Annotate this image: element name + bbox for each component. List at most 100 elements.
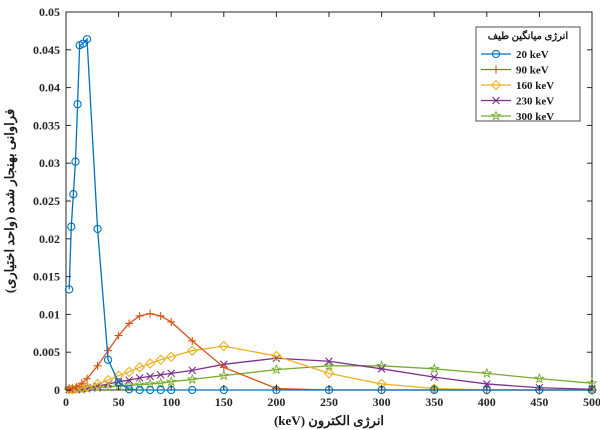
data-point [134, 362, 145, 373]
data-point [533, 372, 545, 384]
data-point [188, 366, 197, 375]
legend-box [475, 26, 581, 122]
data-point [125, 319, 134, 328]
y-tick-label: 0.04 [39, 81, 60, 95]
data-point [76, 382, 88, 394]
data-point [481, 367, 493, 379]
x-axis-title: انرژی الکترون (keV) [274, 413, 384, 429]
legend-item: 230 keV [481, 96, 554, 108]
legend-label: 160 keV [516, 80, 554, 92]
data-point [93, 382, 102, 391]
data-point [146, 309, 155, 318]
data-point [82, 35, 92, 44]
y-tick-label: 0.025 [33, 194, 60, 208]
legend-label: 90 keV [516, 65, 549, 77]
legend-items: 20 keV 90 keV 160 keV 230 keV 300 keV [481, 49, 554, 123]
data-point [376, 360, 388, 371]
x-axis: 0 50 100 150 200 250 300 350 400 450 500 [63, 12, 600, 409]
legend-label: 300 keV [516, 111, 554, 123]
data-point [186, 373, 198, 385]
legend: انرژی میانگین طیف 20 keV 90 keV 160 keV 230… [475, 26, 581, 123]
data-point [123, 366, 135, 378]
data-point [428, 363, 440, 374]
data-point [377, 364, 386, 373]
data-point [93, 361, 102, 370]
x-tick-label: 400 [478, 395, 496, 409]
data-point [102, 381, 114, 392]
y-tick-label: 0.005 [33, 345, 60, 359]
y-tick-label: 0.05 [39, 5, 60, 19]
data-point [125, 376, 134, 385]
data-point [218, 340, 230, 352]
data-point [67, 222, 76, 231]
data-point [92, 378, 103, 390]
legend-item: 90 keV [481, 65, 549, 77]
data-point [167, 369, 176, 378]
data-point [65, 285, 74, 294]
legend-marker [492, 96, 500, 105]
data-point [69, 190, 78, 199]
data-point [78, 39, 87, 48]
data-point [123, 379, 135, 391]
legend-marker [492, 65, 500, 74]
data-point [68, 384, 77, 393]
y-tick-label: 0.015 [33, 270, 60, 284]
data-point [103, 355, 113, 364]
y-axis: 0 0.005 0.01 0.015 0.02 0.025 0.03 0.035 0.04 0.0… [33, 5, 592, 397]
data-point [165, 375, 177, 387]
data-point [219, 363, 228, 372]
y-tick-label: 0.01 [39, 307, 60, 321]
y-tick-label: 0.03 [39, 156, 60, 170]
legend-title: انرژی میانگین طیف [488, 29, 569, 42]
x-tick-label: 100 [162, 395, 180, 409]
data-point [113, 370, 124, 381]
data-point [155, 377, 167, 388]
data-point [323, 368, 335, 379]
legend-marker [491, 49, 501, 59]
data-point [218, 369, 230, 381]
legend-label: 20 keV [516, 49, 549, 61]
data-point [156, 385, 165, 395]
data-point [135, 385, 144, 395]
data-point [93, 224, 102, 234]
data-point [482, 380, 491, 388]
data-point [155, 354, 166, 366]
data-point [83, 374, 92, 383]
legend-item: 300 keV [481, 110, 554, 123]
data-point [135, 374, 144, 382]
data-point [81, 381, 93, 393]
data-point [156, 311, 165, 320]
data-point [102, 374, 114, 386]
y-tick-label: 0.045 [33, 43, 60, 57]
x-tick-label: 300 [373, 395, 391, 409]
data-point [156, 370, 165, 379]
legend-marker [490, 110, 502, 121]
y-tick-label: 0.035 [33, 118, 60, 132]
data-point [167, 317, 176, 326]
data-point [271, 350, 282, 362]
data-point [72, 382, 81, 391]
y-axis-title: فراوانی بهنجار شده (واحد اختیاری) [2, 109, 18, 293]
data-point [146, 372, 155, 381]
x-tick-label: 200 [267, 395, 285, 409]
x-tick-label: 50 [113, 395, 125, 409]
x-tick-label: 0 [63, 395, 69, 409]
data-point [325, 357, 333, 366]
data-point [146, 385, 155, 395]
legend-item: 20 keV [481, 49, 549, 61]
y-tick-label: 0.02 [39, 232, 60, 246]
data-point [270, 363, 282, 375]
x-tick-label: 500 [583, 395, 600, 409]
legend-label: 230 keV [516, 96, 554, 108]
data-point [186, 345, 198, 356]
x-tick-label: 250 [320, 395, 338, 409]
data-point [144, 358, 156, 369]
data-point [165, 351, 177, 363]
data-point [430, 373, 439, 382]
data-point [114, 331, 123, 340]
data-point [124, 385, 134, 394]
data-point [188, 336, 197, 345]
data-point [77, 379, 86, 388]
legend-item: 160 keV [481, 79, 554, 92]
